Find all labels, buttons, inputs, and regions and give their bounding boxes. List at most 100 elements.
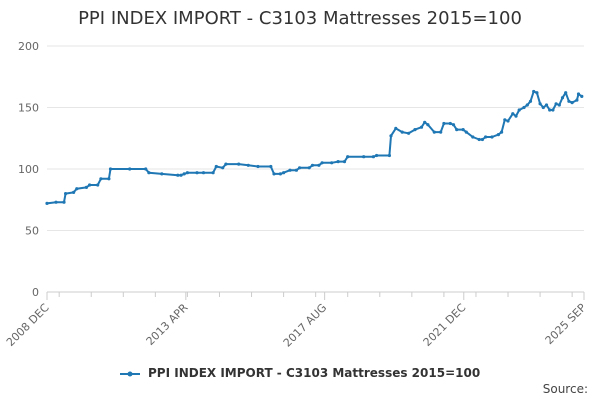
data-point[interactable] [330, 161, 334, 165]
data-point[interactable] [439, 130, 443, 134]
data-point[interactable] [45, 201, 49, 205]
data-point[interactable] [62, 200, 66, 204]
data-point[interactable] [160, 172, 164, 176]
data-point[interactable] [570, 101, 574, 105]
data-point[interactable] [575, 98, 579, 102]
data-point[interactable] [201, 171, 206, 175]
data-point[interactable] [477, 137, 481, 142]
data-point[interactable] [54, 200, 58, 204]
data-point[interactable] [108, 167, 113, 171]
data-point[interactable] [320, 161, 324, 165]
data-point[interactable] [88, 183, 92, 187]
data-point[interactable] [451, 123, 456, 127]
data-point[interactable] [426, 123, 430, 127]
data-point[interactable] [224, 162, 228, 166]
data-point[interactable] [362, 155, 366, 159]
data-point[interactable] [375, 153, 379, 158]
data-point[interactable] [272, 172, 276, 176]
data-point[interactable] [72, 190, 76, 194]
data-point[interactable] [419, 125, 424, 129]
data-point[interactable] [185, 171, 189, 175]
data-point[interactable] [278, 172, 282, 176]
data-point[interactable] [298, 166, 302, 170]
data-point[interactable] [464, 130, 468, 134]
data-point[interactable] [506, 119, 510, 123]
data-point[interactable] [389, 134, 393, 138]
data-point[interactable] [548, 108, 552, 112]
series-layer [45, 89, 584, 205]
data-point[interactable] [560, 96, 565, 100]
data-point[interactable] [144, 167, 148, 171]
data-point[interactable] [147, 171, 151, 175]
data-point[interactable] [269, 164, 273, 169]
data-point[interactable] [541, 105, 545, 110]
data-point[interactable] [528, 99, 533, 103]
data-point[interactable] [580, 94, 584, 98]
data-point[interactable] [480, 137, 484, 142]
data-point[interactable] [576, 92, 581, 96]
legend[interactable]: PPI INDEX IMPORT - C3103 Mattresses 2015… [0, 366, 600, 380]
data-point[interactable] [346, 155, 350, 159]
data-point[interactable] [567, 99, 571, 103]
data-point[interactable] [442, 121, 446, 126]
data-point[interactable] [471, 135, 475, 139]
data-point[interactable] [288, 168, 292, 172]
data-point[interactable] [407, 131, 411, 135]
data-point[interactable] [75, 187, 79, 191]
data-point[interactable] [564, 91, 568, 95]
data-point[interactable] [84, 185, 88, 189]
data-point[interactable] [554, 102, 558, 106]
data-point[interactable] [99, 177, 103, 181]
data-point[interactable] [107, 177, 111, 181]
data-point[interactable] [522, 105, 526, 110]
data-point[interactable] [211, 171, 215, 175]
data-point[interactable] [544, 103, 549, 107]
data-point[interactable] [496, 133, 500, 137]
data-point[interactable] [514, 114, 518, 118]
data-point[interactable] [387, 153, 391, 158]
data-point[interactable] [517, 108, 521, 112]
chart-title: PPI INDEX IMPORT - C3103 Mattresses 2015… [78, 8, 522, 29]
data-point[interactable] [448, 121, 452, 126]
data-point[interactable] [317, 163, 321, 167]
data-point[interactable] [551, 108, 555, 112]
data-point[interactable] [461, 128, 465, 132]
data-point[interactable] [432, 130, 436, 134]
data-point[interactable] [96, 183, 100, 187]
data-point[interactable] [423, 120, 427, 124]
data-point[interactable] [413, 128, 417, 132]
data-point[interactable] [336, 160, 340, 164]
data-point[interactable] [128, 167, 132, 171]
data-point[interactable] [64, 192, 68, 196]
data-point[interactable] [221, 166, 225, 170]
data-point[interactable] [525, 103, 529, 107]
data-point[interactable] [179, 173, 183, 177]
data-point[interactable] [342, 160, 347, 164]
data-point[interactable] [246, 163, 250, 167]
data-point[interactable] [195, 171, 199, 175]
data-point[interactable] [500, 130, 504, 134]
data-point[interactable] [484, 135, 488, 139]
data-point[interactable] [310, 163, 315, 167]
data-point[interactable] [490, 135, 494, 139]
data-point[interactable] [503, 118, 507, 122]
data-point[interactable] [371, 155, 375, 159]
y-axis: 0 50 100 150 200 [18, 40, 39, 299]
data-point[interactable] [307, 166, 311, 170]
data-point[interactable] [557, 103, 561, 107]
data-point[interactable] [535, 91, 539, 95]
data-point[interactable] [282, 171, 286, 175]
data-point[interactable] [511, 112, 515, 116]
data-point[interactable] [532, 89, 536, 94]
data-point[interactable] [394, 126, 398, 130]
data-point[interactable] [400, 130, 404, 134]
data-point[interactable] [538, 102, 542, 106]
data-point[interactable] [294, 168, 298, 172]
data-point[interactable] [237, 162, 241, 166]
data-point[interactable] [455, 128, 459, 132]
data-point[interactable] [176, 173, 180, 177]
data-point[interactable] [256, 164, 260, 169]
data-point[interactable] [182, 172, 186, 176]
data-point[interactable] [214, 164, 218, 169]
